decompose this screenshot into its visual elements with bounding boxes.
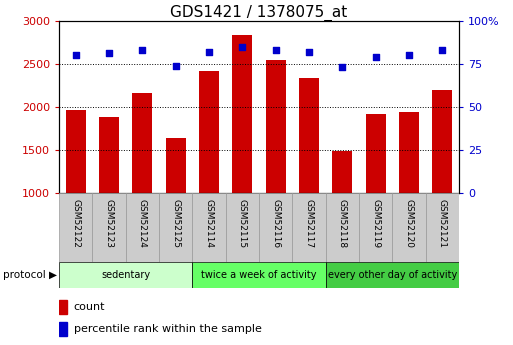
- Text: GSM52119: GSM52119: [371, 199, 380, 248]
- Text: percentile rank within the sample: percentile rank within the sample: [74, 324, 262, 334]
- Bar: [59, 322, 67, 336]
- Point: [371, 54, 380, 60]
- Bar: [266, 60, 286, 279]
- Point: [105, 51, 113, 56]
- Bar: [259, 193, 292, 262]
- Text: GSM52117: GSM52117: [305, 199, 313, 248]
- Point: [138, 47, 146, 53]
- Bar: [366, 114, 386, 279]
- Bar: [332, 151, 352, 279]
- Bar: [159, 193, 192, 262]
- Text: protocol ▶: protocol ▶: [3, 270, 56, 280]
- Point: [171, 63, 180, 68]
- Bar: [399, 112, 419, 279]
- Bar: [359, 193, 392, 262]
- Bar: [326, 193, 359, 262]
- Bar: [166, 138, 186, 279]
- Bar: [392, 193, 426, 262]
- Bar: [326, 262, 459, 288]
- Text: count: count: [74, 302, 105, 312]
- Text: GSM52124: GSM52124: [138, 199, 147, 248]
- Text: every other day of activity: every other day of activity: [328, 270, 457, 280]
- Bar: [199, 71, 219, 279]
- Text: GSM52125: GSM52125: [171, 199, 180, 248]
- Bar: [292, 193, 326, 262]
- Point: [438, 47, 446, 53]
- Text: GSM52118: GSM52118: [338, 199, 347, 248]
- Bar: [432, 90, 452, 279]
- Bar: [426, 193, 459, 262]
- Title: GDS1421 / 1378075_at: GDS1421 / 1378075_at: [170, 4, 348, 21]
- Text: GSM52120: GSM52120: [405, 199, 413, 248]
- Bar: [232, 34, 252, 279]
- Bar: [132, 93, 152, 279]
- Text: GSM52114: GSM52114: [205, 199, 213, 248]
- Point: [405, 52, 413, 58]
- Point: [205, 49, 213, 55]
- Bar: [59, 262, 192, 288]
- Point: [271, 47, 280, 53]
- Bar: [99, 117, 119, 279]
- Text: twice a week of activity: twice a week of activity: [201, 270, 317, 280]
- Bar: [192, 193, 226, 262]
- Bar: [59, 193, 92, 262]
- Bar: [192, 262, 326, 288]
- Bar: [92, 193, 126, 262]
- Text: GSM52116: GSM52116: [271, 199, 280, 248]
- Text: GSM52115: GSM52115: [238, 199, 247, 248]
- Bar: [126, 193, 159, 262]
- Bar: [66, 110, 86, 279]
- Text: GSM52123: GSM52123: [105, 199, 113, 248]
- Text: sedentary: sedentary: [101, 270, 150, 280]
- Point: [338, 65, 346, 70]
- Point: [238, 44, 246, 49]
- Bar: [299, 78, 319, 279]
- Bar: [226, 193, 259, 262]
- Text: GSM52122: GSM52122: [71, 199, 80, 248]
- Point: [71, 52, 80, 58]
- Point: [305, 49, 313, 55]
- Bar: [59, 300, 67, 314]
- Text: GSM52121: GSM52121: [438, 199, 447, 248]
